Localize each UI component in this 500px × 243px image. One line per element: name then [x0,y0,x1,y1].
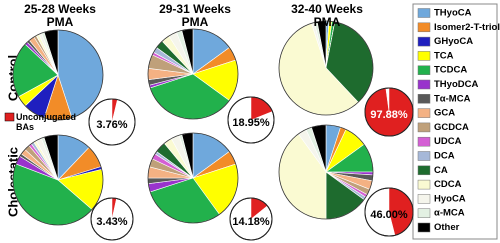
small-pie-outline [229,197,273,241]
legend-label: DCA [434,151,455,162]
legend-box [412,3,498,240]
legend-swatch [417,36,431,47]
small-pie-outline [364,87,414,137]
legend-label: Tα-MCA [434,93,471,104]
legend-swatch [417,179,431,190]
legend-label: α-MCA [434,208,465,219]
small-pie-outline [90,197,134,241]
legend-label: GCA [434,108,455,119]
legend-label: GHyoCA [434,36,473,47]
pie-outline [278,20,374,116]
legend-label: Other [434,222,460,233]
legend-label: HyoCA [434,193,466,204]
small-pie-outline [227,96,275,144]
legend-swatch [417,208,431,218]
unconjugated-label: Unconjugated BAs [16,112,76,132]
value-label: 3.43% [96,216,127,228]
legend-swatch [417,22,431,33]
legend-label: THyoCA [434,8,472,19]
legend-swatch [417,136,431,147]
pie-outline [12,134,104,226]
value-label: 46.00% [370,209,408,221]
pie-outline [147,132,239,224]
legend-label: GCDCA [434,122,469,133]
column-title: 32-40 Weeks PMA [291,2,363,29]
legend-swatch [417,8,431,18]
value-label: 18.95% [232,117,270,129]
small-pie-outline [88,98,136,146]
pie-outline [147,28,239,120]
legend-swatch [417,51,431,61]
legend-swatch [417,151,431,161]
legend-swatch [417,222,431,233]
legend-swatch [417,79,431,90]
pie-outline [12,29,104,121]
legend-label: Isomer2-T-triol [434,22,500,33]
legend-label: TCA [434,50,454,61]
legend-swatch [417,94,431,104]
value-label: 97.88% [370,109,408,121]
value-label: 14.18% [232,216,270,228]
legend-label: CA [434,165,448,176]
legend-swatch [417,122,431,133]
legend-label: CDCA [434,179,462,190]
legend-swatch [417,165,431,176]
legend-label: TCDCA [434,65,467,76]
legend-label: THyoDCA [434,79,478,90]
legend-swatch [417,65,431,75]
legend-swatch [417,108,431,118]
small-pie-outline [364,187,414,237]
column-title: 29-31 Weeks PMA [159,2,231,29]
legend-label: UDCA [434,136,462,147]
column-title: 25-28 Weeks PMA [24,2,96,29]
value-label: 3.76% [96,119,127,131]
unconjugated-swatch [4,112,15,122]
legend-swatch [417,194,431,204]
pie-outline [278,124,374,220]
